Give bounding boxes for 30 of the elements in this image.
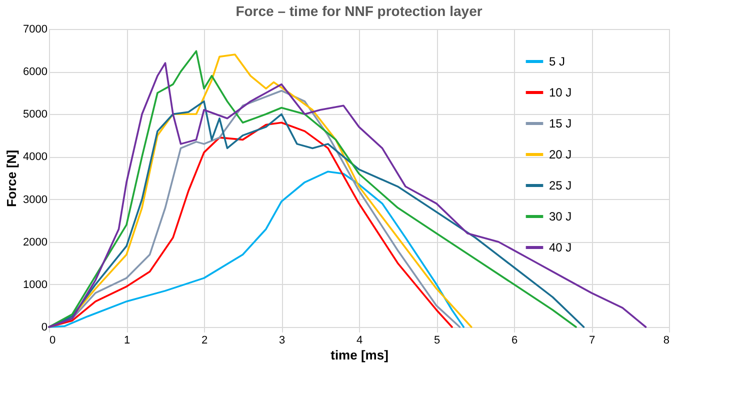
legend-label: 20 J bbox=[549, 148, 572, 162]
x-tick-label: 1 bbox=[124, 334, 130, 346]
y-tick-label: 2000 bbox=[23, 236, 48, 248]
y-axis-title: Force [N] bbox=[4, 150, 20, 208]
chart-title: Force – time for NNF protection layer bbox=[236, 3, 483, 19]
y-tick-label: 7000 bbox=[23, 24, 48, 36]
y-tick-label: 5000 bbox=[23, 108, 48, 121]
y-tick-label: 0 bbox=[41, 322, 48, 334]
line-series bbox=[48, 122, 453, 328]
y-tick-label: 6000 bbox=[23, 66, 48, 78]
legend-label: 25 J bbox=[549, 178, 572, 192]
legend-label: 15 J bbox=[549, 116, 572, 130]
line-series bbox=[48, 170, 465, 328]
legend-label: 5 J bbox=[549, 54, 566, 68]
x-axis-title: time [ms] bbox=[330, 348, 388, 362]
x-tick-label: 5 bbox=[434, 334, 440, 346]
legend-label: 10 J bbox=[549, 86, 572, 100]
x-tick-label: 0 bbox=[50, 334, 56, 346]
x-tick-label: 2 bbox=[201, 334, 208, 346]
x-tick-label: 8 bbox=[663, 334, 670, 346]
x-tick-label: 4 bbox=[356, 334, 363, 346]
y-tick-label: 3000 bbox=[23, 194, 48, 206]
x-tick-label: 7 bbox=[588, 334, 596, 346]
legend-label: 40 J bbox=[549, 240, 572, 254]
x-tick-label: 6 bbox=[511, 334, 518, 346]
y-tick-label: 1000 bbox=[23, 278, 48, 291]
y-tick-label: 4000 bbox=[23, 151, 48, 164]
legend-label: 30 J bbox=[549, 210, 572, 224]
x-tick-label: 3 bbox=[278, 334, 286, 346]
line-series bbox=[48, 50, 577, 328]
